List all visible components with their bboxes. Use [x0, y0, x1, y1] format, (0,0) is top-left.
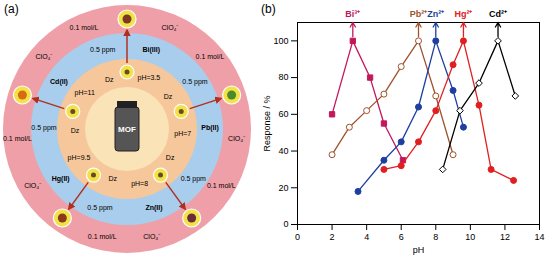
svg-text:Zn(II): Zn(II)	[145, 204, 162, 212]
svg-text:Dz: Dz	[71, 127, 80, 134]
svg-text:60: 60	[278, 109, 288, 119]
svg-text:0.1 mol/L: 0.1 mol/L	[196, 53, 225, 60]
svg-text:0.1 mol/L: 0.1 mol/L	[70, 24, 99, 31]
svg-text:Dz: Dz	[164, 93, 173, 100]
svg-text:100: 100	[273, 36, 288, 46]
svg-text:0.1 mol/L: 0.1 mol/L	[88, 233, 117, 240]
svg-text:0: 0	[295, 232, 300, 242]
svg-text:0.5 ppm: 0.5 ppm	[182, 78, 207, 86]
svg-text:Pb(II): Pb(II)	[201, 124, 219, 132]
svg-text:Bi(III): Bi(III)	[143, 46, 161, 54]
svg-text:pH=11: pH=11	[75, 89, 95, 97]
svg-text:14: 14	[534, 232, 544, 242]
svg-text:Bi³⁺: Bi³⁺	[345, 9, 360, 19]
svg-text:0.1 mol/L: 0.1 mol/L	[207, 182, 236, 189]
svg-text:0.1 mol/L: 0.1 mol/L	[3, 135, 32, 142]
svg-text:pH=9.5: pH=9.5	[68, 154, 91, 162]
svg-text:4: 4	[364, 232, 369, 242]
svg-text:80: 80	[278, 72, 288, 82]
html-text:(b): (b)	[261, 2, 276, 16]
svg-text:ClO₄⁻: ClO₄⁻	[36, 53, 54, 60]
svg-text:Hg(II): Hg(II)	[52, 175, 70, 183]
svg-text:Dz: Dz	[105, 76, 114, 83]
svg-text:20: 20	[278, 183, 288, 193]
svg-text:pH: pH	[413, 245, 425, 255]
svg-text:Response / %: Response / %	[262, 95, 272, 151]
svg-text:pH=8: pH=8	[131, 180, 148, 188]
svg-text:Hg²⁺: Hg²⁺	[454, 9, 472, 19]
svg-text:0.5 ppm: 0.5 ppm	[87, 204, 112, 212]
svg-text:6: 6	[399, 232, 404, 242]
svg-text:MOF: MOF	[118, 125, 136, 134]
svg-text:Zn²⁺: Zn²⁺	[427, 9, 444, 19]
svg-text:Cd(II): Cd(II)	[50, 78, 68, 86]
svg-text:0.5 ppm: 0.5 ppm	[31, 124, 56, 132]
svg-text:8: 8	[433, 232, 438, 242]
svg-text:pH=3.5: pH=3.5	[137, 74, 160, 82]
svg-text:10: 10	[465, 232, 475, 242]
svg-text:Cd²⁺: Cd²⁺	[489, 9, 507, 19]
svg-text:0: 0	[283, 219, 288, 229]
svg-text:pH=7: pH=7	[174, 130, 191, 138]
svg-text:40: 40	[278, 146, 288, 156]
svg-text:0.5 ppm: 0.5 ppm	[181, 175, 206, 183]
svg-text:ClO₄⁻: ClO₄⁻	[162, 24, 180, 31]
svg-text:0.5 ppm: 0.5 ppm	[90, 46, 115, 54]
svg-text:12: 12	[500, 232, 510, 242]
svg-text:ClO₄⁻: ClO₄⁻	[143, 233, 161, 240]
svg-text:ClO₄⁻: ClO₄⁻	[24, 182, 42, 189]
svg-text:Dz: Dz	[166, 154, 175, 161]
svg-text:ClO₄⁻: ClO₄⁻	[228, 135, 246, 142]
svg-text:(a): (a)	[4, 2, 19, 16]
svg-text:Pb²⁺: Pb²⁺	[410, 9, 428, 19]
svg-text:Dz: Dz	[108, 175, 117, 182]
svg-text:2: 2	[330, 232, 335, 242]
